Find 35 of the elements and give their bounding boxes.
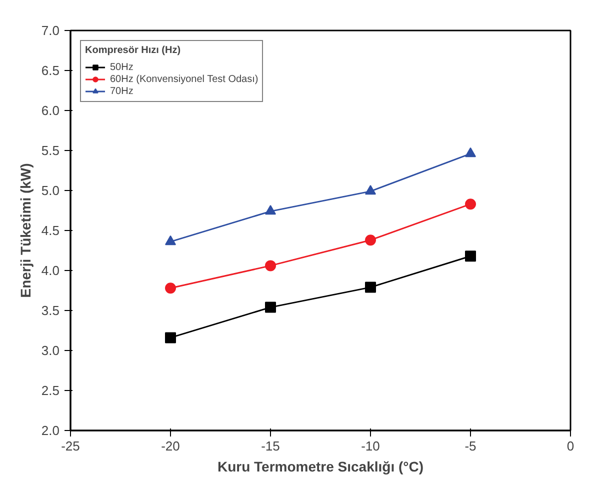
x-tick-label: -25 [61,438,80,454]
point [265,260,276,272]
x-tick-label: -20 [161,438,180,454]
point [465,147,476,158]
point [165,235,176,246]
y-tick-label: 2.5 [41,383,60,398]
point [365,234,376,246]
point [265,302,276,313]
y-tick-label: 5.0 [41,183,60,198]
point [165,332,176,344]
y-tick-label: 4.0 [41,263,60,278]
y-tick-label: 5.5 [41,143,60,158]
y-tick-label: 2.0 [41,423,60,438]
legend-label: 50Hz [110,61,134,73]
x-axis-title: Kuru Termometre Sıcaklığı (°C) [217,458,424,474]
point [465,250,476,262]
y-tick-label: 3.5 [41,303,60,318]
y-tick-label: 6.0 [41,103,60,118]
point [365,185,376,195]
legend-label: 60Hz (Konvensiyonel Test Odası) [110,73,258,85]
x-tick-label: -15 [261,438,280,454]
x-tick-label: 0 [566,438,574,454]
y-tick-label: 3.0 [41,343,60,358]
point [265,205,276,215]
legend-title: Kompresör Hızı (Hz) [85,45,182,56]
x-tick-label: -5 [464,438,476,454]
point [465,198,476,210]
y-tick-label: 6.5 [41,63,60,78]
y-tick-label: 7.0 [41,23,60,38]
y-tick-label: 4.5 [41,223,60,238]
point [365,282,376,293]
x-tick-label: -10 [361,438,380,454]
legend-label: 70Hz [110,85,134,97]
point [165,282,176,294]
y-axis-title: Enerji Tüketimi (kW) [17,163,34,298]
